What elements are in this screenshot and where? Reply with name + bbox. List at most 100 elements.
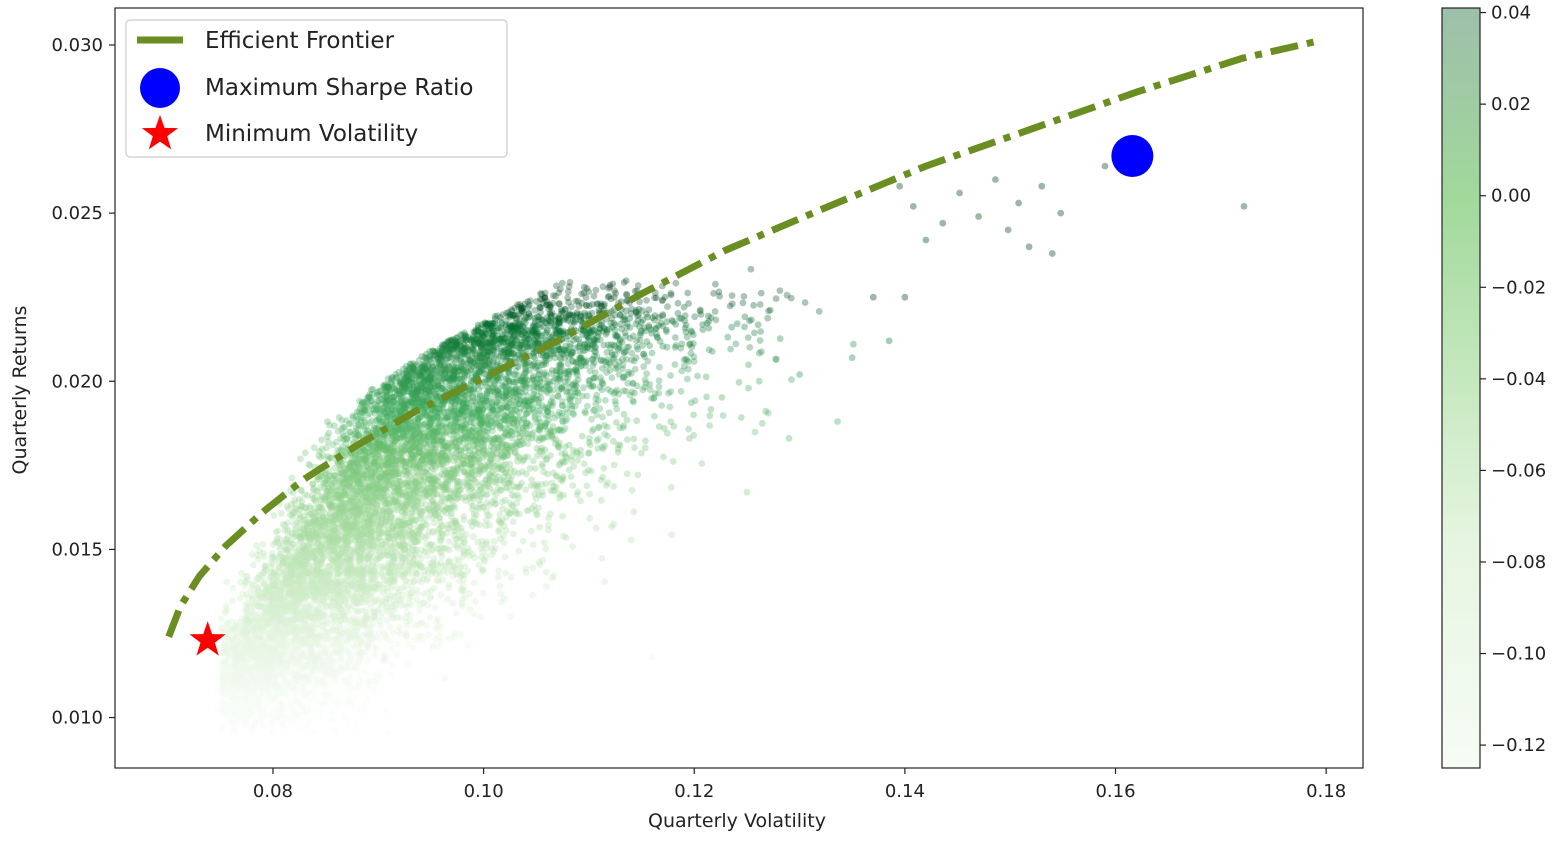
portfolio-point [324, 581, 331, 589]
portfolio-point [365, 557, 373, 565]
portfolio-point [509, 518, 517, 526]
portfolio-point [475, 405, 483, 413]
portfolio-point [386, 671, 394, 678]
portfolio-point [289, 721, 297, 728]
portfolio-point [457, 358, 465, 366]
portfolio-point [356, 509, 364, 516]
portfolio-point [393, 374, 401, 381]
portfolio-point [367, 402, 375, 410]
portfolio-point [429, 456, 437, 463]
portfolio-point [304, 704, 312, 711]
portfolio-point [556, 300, 563, 308]
portfolio-point [398, 400, 406, 408]
portfolio-point [391, 430, 399, 437]
portfolio-point [291, 614, 299, 622]
portfolio-point [353, 514, 361, 522]
portfolio-point [533, 511, 541, 519]
portfolio-point [412, 477, 420, 484]
portfolio-point [347, 652, 354, 660]
portfolio-point [529, 564, 537, 572]
portfolio-point [477, 613, 485, 621]
portfolio-point [468, 412, 476, 420]
portfolio-point [460, 341, 468, 349]
portfolio-point [466, 437, 473, 445]
portfolio-point [382, 397, 390, 405]
portfolio-point [405, 519, 413, 527]
portfolio-point [297, 565, 305, 572]
portfolio-point [586, 441, 594, 449]
portfolio-point [305, 631, 313, 638]
portfolio-point [429, 479, 437, 487]
portfolio-point [387, 506, 395, 514]
portfolio-point [388, 405, 396, 412]
portfolio-point [323, 489, 330, 497]
portfolio-point [505, 377, 513, 385]
portfolio-point [322, 535, 329, 543]
portfolio-point [337, 505, 345, 513]
portfolio-point [365, 694, 373, 702]
portfolio-point [323, 444, 330, 452]
portfolio-point [280, 568, 287, 575]
portfolio-point [329, 441, 337, 449]
portfolio-point [385, 460, 393, 468]
portfolio-point [687, 399, 695, 407]
portfolio-point [373, 431, 380, 439]
portfolio-point [616, 337, 624, 345]
portfolio-point [341, 451, 349, 459]
portfolio-point [384, 552, 392, 559]
portfolio-point [610, 437, 617, 445]
portfolio-point [366, 546, 373, 553]
portfolio-point [468, 344, 476, 351]
portfolio-point [644, 357, 652, 365]
portfolio-point [345, 515, 352, 522]
portfolio-point [230, 715, 238, 723]
portfolio-point [705, 324, 713, 332]
portfolio-point [458, 431, 466, 439]
portfolio-point [295, 584, 302, 592]
portfolio-point [643, 370, 650, 378]
portfolio-point [312, 614, 320, 622]
portfolio-point [600, 357, 607, 365]
portfolio-point [718, 394, 726, 401]
portfolio-point [454, 478, 461, 485]
portfolio-point [236, 656, 244, 664]
portfolio-point [404, 660, 411, 667]
portfolio-point [470, 442, 477, 449]
portfolio-point [418, 619, 426, 627]
portfolio-point [411, 443, 419, 450]
portfolio-point [374, 424, 382, 431]
portfolio-point [364, 586, 372, 593]
portfolio-point [527, 527, 535, 535]
portfolio-point [682, 321, 690, 329]
portfolio-point [314, 519, 322, 526]
portfolio-point [307, 613, 315, 621]
portfolio-point [229, 584, 237, 592]
portfolio-point [412, 517, 419, 525]
portfolio-point [321, 572, 329, 580]
portfolio-point [410, 502, 417, 510]
portfolio-point [269, 712, 277, 720]
portfolio-point [372, 491, 380, 498]
portfolio-point [219, 691, 227, 699]
portfolio-point [249, 690, 257, 698]
portfolio-point [313, 638, 321, 646]
portfolio-point [413, 479, 421, 487]
portfolio-point [382, 461, 390, 469]
portfolio-point [251, 629, 258, 637]
portfolio-point [434, 355, 442, 363]
portfolio-point [381, 393, 389, 401]
portfolio-point [291, 566, 299, 574]
portfolio-point [425, 448, 433, 456]
portfolio-point [546, 350, 554, 358]
portfolio-point [402, 498, 410, 506]
portfolio-point [426, 356, 434, 364]
portfolio-point [406, 518, 414, 526]
portfolio-point [470, 510, 478, 518]
portfolio-point [256, 604, 264, 612]
portfolio-point [280, 554, 287, 562]
portfolio-point [525, 303, 532, 311]
portfolio-point [505, 369, 513, 377]
portfolio-point [303, 623, 311, 631]
portfolio-point [311, 518, 318, 525]
portfolio-point [318, 656, 326, 664]
